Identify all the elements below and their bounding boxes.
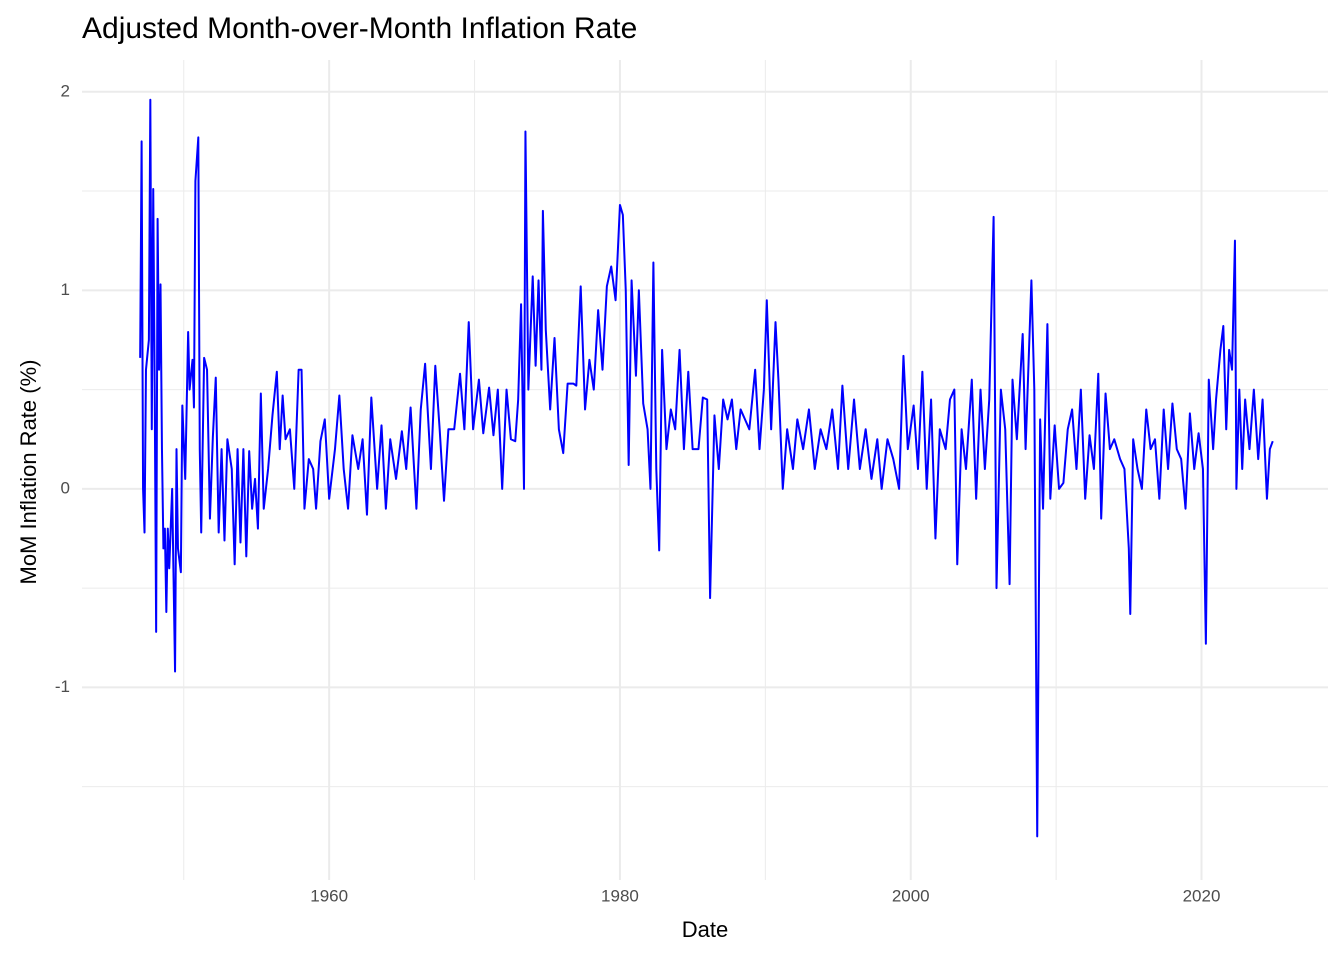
x-tick-label: 1960	[310, 886, 348, 905]
data-line	[139, 98, 1274, 838]
y-tick-label: 0	[61, 478, 70, 497]
x-axis-title: Date	[682, 917, 728, 942]
x-tick-label: 2020	[1183, 886, 1221, 905]
y-axis-title: MoM Inflation Rate (%)	[16, 360, 41, 585]
y-tick-label: 1	[61, 280, 70, 299]
y-tick-label: 2	[61, 81, 70, 100]
chart-title: Adjusted Month-over-Month Inflation Rate	[82, 12, 637, 45]
y-tick-label: -1	[55, 677, 70, 696]
x-tick-label: 1980	[601, 886, 639, 905]
x-tick-label: 2000	[892, 886, 930, 905]
